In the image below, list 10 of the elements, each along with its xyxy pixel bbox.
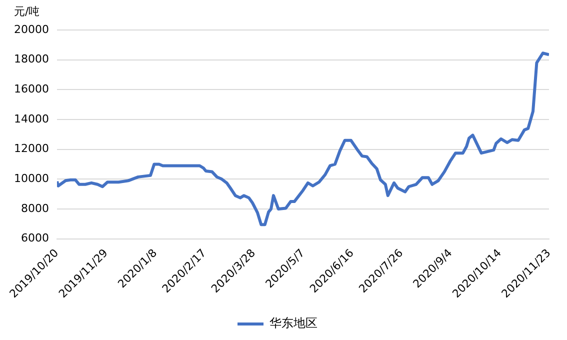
y-tick-label: 12000 xyxy=(14,142,49,156)
legend-label: 华东地区 xyxy=(270,316,318,330)
y-tick-label: 18000 xyxy=(14,52,49,66)
y-tick-label: 10000 xyxy=(14,172,49,186)
y-tick-label: 14000 xyxy=(14,112,49,126)
y-tick-label: 8000 xyxy=(20,202,49,215)
y-tick-label: 6000 xyxy=(20,232,49,245)
y-tick-label: 20000 xyxy=(14,22,49,36)
y-axis-title: 元/吨 xyxy=(14,4,40,19)
y-tick-label: 16000 xyxy=(14,82,49,96)
